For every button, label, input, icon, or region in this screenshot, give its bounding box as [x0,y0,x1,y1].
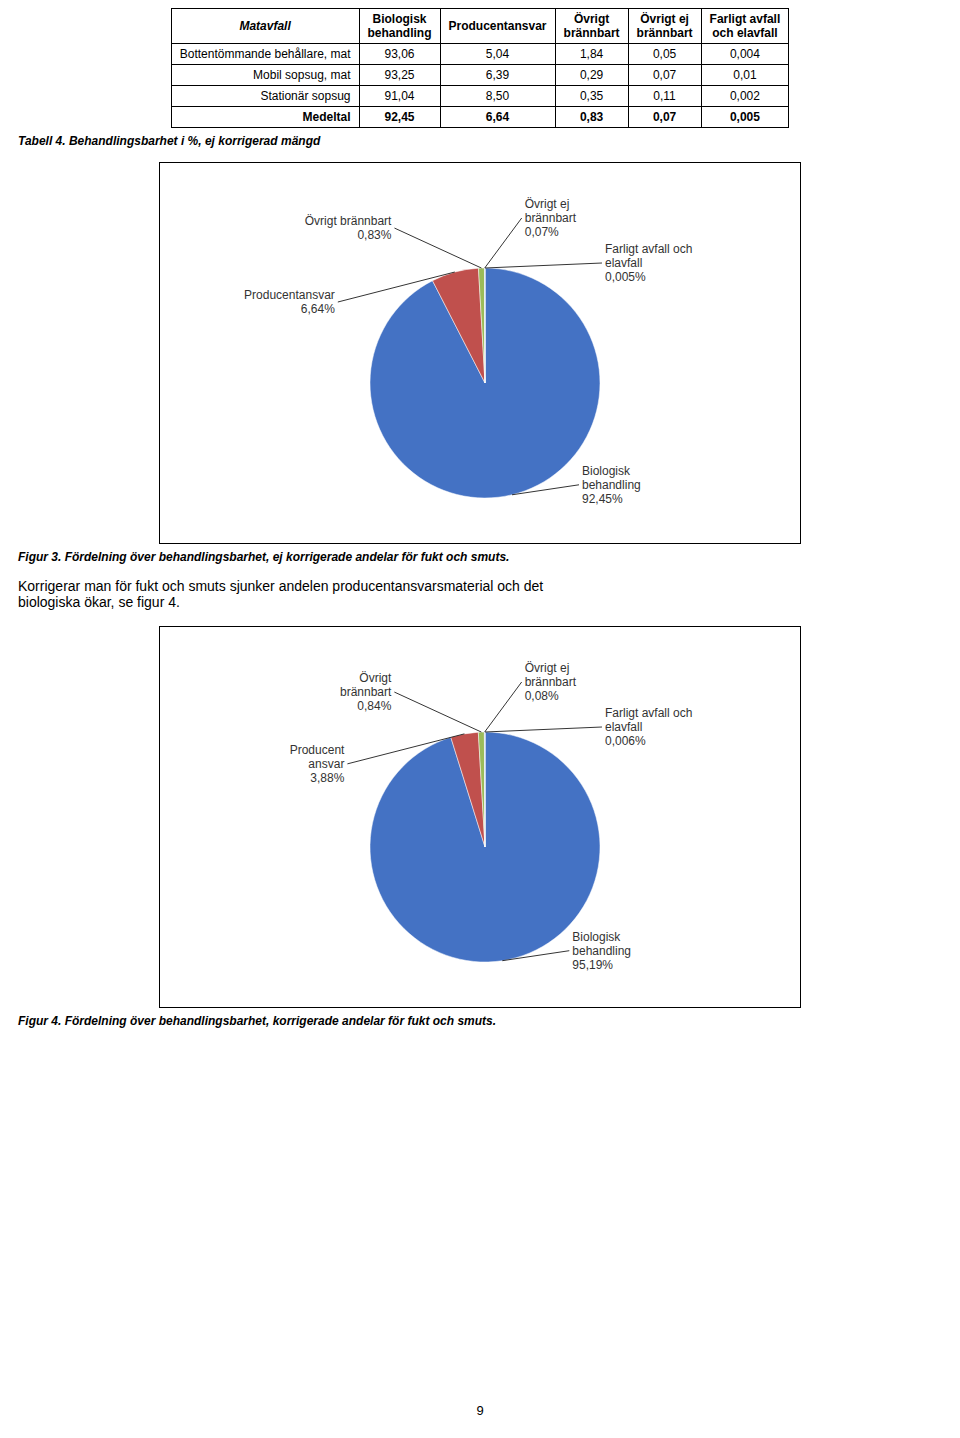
html-text:6,64: 6,64 [485,110,510,124]
html-text:0,05: 0,05 [652,47,677,61]
html-text:Figur 4. Fördelning över behan: Figur 4. Fördelning över behandlingsbarh… [18,1014,497,1028]
html-text:0,07: 0,07 [652,68,677,82]
svg-text:Övrigt brännbart0,83%: Övrigt brännbart0,83% [305,214,392,242]
svg-text:Producentansvar3,88%: Producentansvar3,88% [290,743,345,785]
html-text:Matavfall: Matavfall [239,19,291,33]
html-text:Farligt avfall och elavfall: Farligt avfall och elavfall [709,12,781,40]
html-text:1,84: 1,84 [579,47,604,61]
html-text:Bottentömmande behållare, mat: Bottentömmande behållare, mat [179,47,351,61]
html-text:0,11: 0,11 [653,89,676,103]
html-text:Övrigt ej brännbart: Övrigt ej brännbart [636,12,693,40]
html-text:9: 9 [476,1403,484,1418]
html-text:Figur 3. Fördelning över behan: Figur 3. Fördelning över behandlingsbarh… [18,550,510,564]
html-text:8,50: 8,50 [485,89,510,103]
html-text:91,04: 91,04 [384,89,415,103]
html-text:0,35: 0,35 [579,89,604,103]
html-text:0,29: 0,29 [579,68,604,82]
html-text:Biologisk behandling: Biologisk behandling [367,12,432,40]
svg-text:Övrigtbrännbart0,84%: Övrigtbrännbart0,84% [340,671,392,713]
html-text:92,45: 92,45 [384,110,415,124]
html-text:Mobil sopsug, mat: Mobil sopsug, mat [253,68,351,82]
svg-text:Farligt avfall ochelavfall0,00: Farligt avfall ochelavfall0,005% [605,242,692,284]
html-text:5,04: 5,04 [485,47,510,61]
html-text:Övrigt brännbart: Övrigt brännbart [563,12,620,40]
html-text:0,07: 0,07 [652,110,677,124]
html-text:Tabell 4. Behandlingsbarhet i: Tabell 4. Behandlingsbarhet i %, ej korr… [18,134,321,148]
svg-text:Övrigt ejbrännbart0,07%: Övrigt ejbrännbart0,07% [525,197,577,239]
html-text:Korrigerar man för fukt och sm: Korrigerar man för fukt och smuts sjunke… [18,578,544,610]
html-text:Producentansvar: Producentansvar [448,19,547,33]
svg-text:Biologiskbehandling92,45%: Biologiskbehandling92,45% [582,464,641,506]
html-text:Stationär sopsug: Stationär sopsug [260,89,351,103]
html-text:0,83: 0,83 [579,110,604,124]
html-text:0,005: 0,005 [729,110,760,124]
html-text:0,002: 0,002 [729,89,760,103]
svg-text:Övrigt ejbrännbart0,08%: Övrigt ejbrännbart0,08% [525,661,577,703]
html-text:93,25: 93,25 [384,68,415,82]
html-text:6,39: 6,39 [485,68,510,82]
html-text:0,004: 0,004 [729,47,760,61]
html-text:0,01: 0,01 [733,68,757,82]
html-text:93,06: 93,06 [384,47,415,61]
svg-text:Farligt avfall ochelavfall0,00: Farligt avfall ochelavfall0,006% [605,706,692,748]
svg-text:Biologiskbehandling95,19%: Biologiskbehandling95,19% [572,930,631,972]
svg-text:Producentansvar6,64%: Producentansvar6,64% [244,288,335,316]
html-text:Medeltal: Medeltal [302,110,351,124]
